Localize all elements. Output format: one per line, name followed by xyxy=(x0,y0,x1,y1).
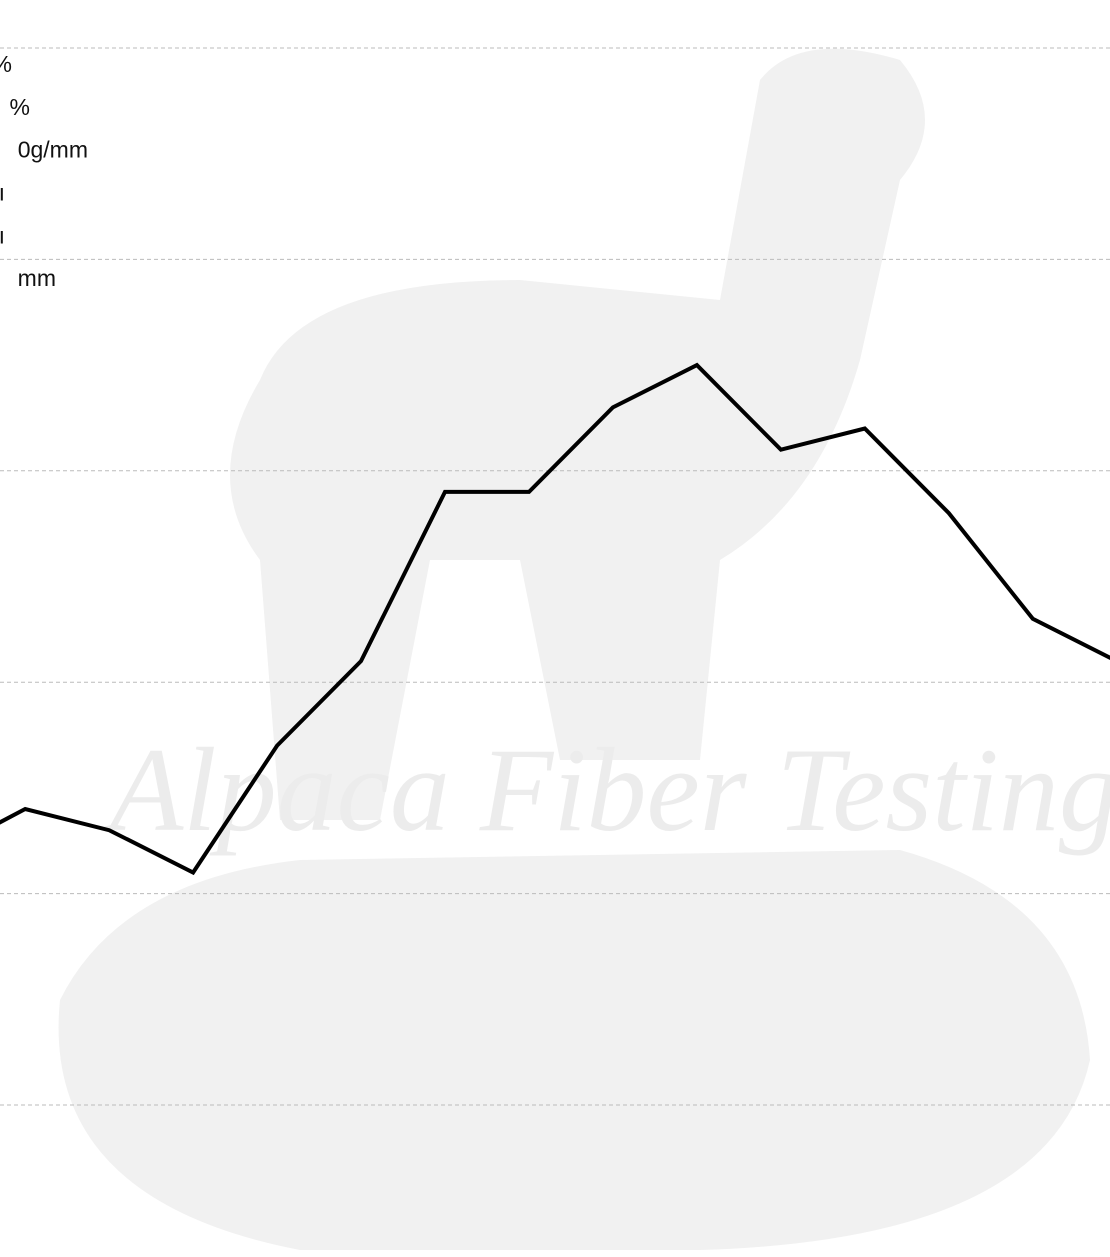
chart: Alpaca Fiber Testing %%0g/mmıımm xyxy=(0,0,1110,1257)
annotation: % xyxy=(0,51,12,77)
annotation: ı xyxy=(0,222,5,248)
annotation: 0g/mm xyxy=(18,137,88,163)
watermark: Alpaca Fiber Testing xyxy=(103,723,1110,856)
annotation: % xyxy=(10,94,30,120)
watermark-image xyxy=(59,49,1090,1250)
annotation: mm xyxy=(18,265,56,291)
annotation: ı xyxy=(0,179,5,205)
